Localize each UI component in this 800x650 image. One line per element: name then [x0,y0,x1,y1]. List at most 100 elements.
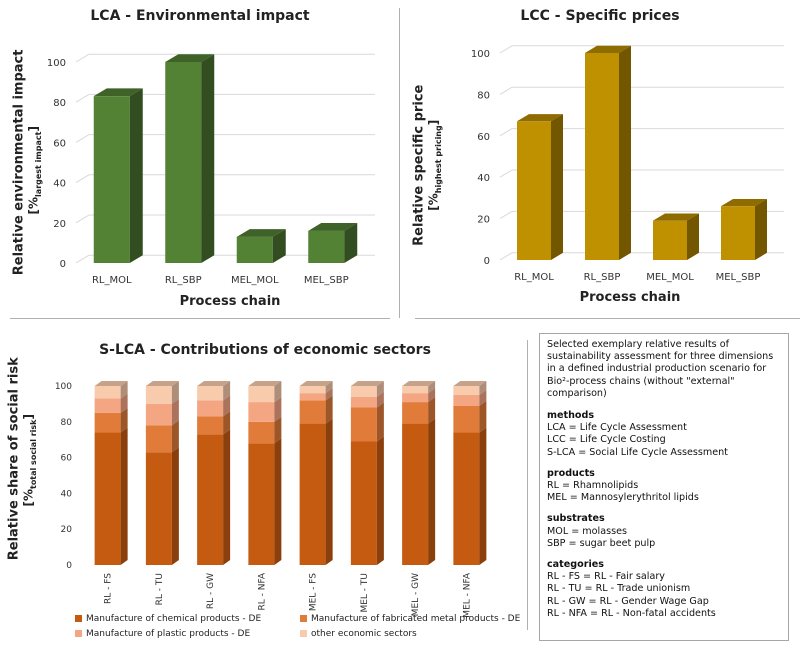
notes-line: RL - TU = RL - Trade unionism [547,583,691,595]
slca-bar-segment [402,402,429,424]
lcc-gridline-depth [499,128,513,137]
legend-item-other: other economic sectors [300,629,417,639]
lca-y-tick-label: 80 [53,98,66,109]
slca-x-tick-label: MEL - FS [309,573,319,611]
lca-gridline-depth [75,174,90,184]
lca-bar-side [344,223,358,263]
slca-bar-side [428,388,436,403]
lcc-gridline-depth [499,252,513,261]
lcc-bar-side [551,114,563,260]
lcc-gridline-depth [499,86,513,95]
slca-bar-segment [248,443,275,565]
slca-bar-segment [94,386,121,399]
notes-line: RL - FS = RL - Fair salary [547,571,665,583]
slca-y-axis-title: Relative share of social risk [6,357,22,561]
lca-gridline-depth [75,134,90,143]
slca-bar-side [428,418,436,565]
slca-x-tick-label: RL - GW [206,573,216,609]
slca-x-tick-label: MEL - NFA [462,572,472,618]
notes-line: RL - GW = RL - Gender Wage Gap [547,595,709,607]
lca-gridline-depth [75,254,90,264]
lca-gridline-depth [75,214,90,224]
lca-bar-side [272,229,286,263]
lca-bar-top [93,88,143,97]
notes-section-categories: categories RL - FS = RL - Fair salary RL… [547,559,781,620]
slca-bar-segment [145,403,172,426]
slca-bar-segment [402,386,429,394]
lca-gridline-depth [75,93,90,103]
lcc-plot-area: 0 20 40 60 80 100 RL_MOL RL_SBP MEL_MOL MEL_SBP [471,45,784,283]
slca-bar-segment [299,400,326,424]
notes-line: MEL = Mannosylerythritol lipids [547,492,699,504]
horizontal-divider-right [415,318,800,319]
lca-bar-mel-mol [236,236,273,263]
lca-y-tick-label: 40 [53,179,66,190]
slca-bar-side [325,395,333,424]
slca-bar-side [274,381,282,403]
slca-bar-side [171,398,179,426]
lcc-bar-rl-sbp [585,53,619,260]
notes-line: MOL = molasses [547,525,627,537]
lcc-bar-top [653,213,699,221]
slca-bar-side [223,381,231,401]
slca-bar-segment [299,393,326,401]
lca-y-tick-label: 20 [53,219,66,230]
slca-bar-side [325,381,333,394]
slca-bar-side [274,416,282,444]
slca-bar-top [299,381,333,386]
lcc-y-tick-label: 60 [477,132,490,143]
lca-bar-top [236,229,286,237]
slca-bar-top [350,381,384,386]
lcc-gridline-depth [499,210,513,220]
slca-bar-side [120,381,128,399]
slca-bar-side [479,427,487,565]
slca-bar-segment [453,394,480,406]
slca-bar-side [223,395,231,417]
lca-bar-side [201,54,215,264]
slca-x-tick-label: RL - TU [155,573,165,605]
slca-bar-side [120,393,128,413]
slca-y-axis-label: Relative share of social risk [%total so… [6,357,39,561]
slca-bar-segment [350,407,377,442]
lca-y-tick-label: 60 [53,138,66,149]
slca-bar-segment [94,432,121,565]
slca-y-tick-label: 60 [61,454,73,464]
slca-bar-segment [350,396,377,408]
lca-plot-area: 0 20 40 60 80 100 RL_MOL RL_SBP MEL_MOL MEL_SBP [47,53,375,286]
slca-bar-segment [197,434,224,565]
slca-bar-side [479,381,487,395]
lcc-bar-side [619,45,631,260]
slca-bar-top [145,381,179,386]
notes-line: RL = Rhamnolipids [547,480,639,492]
notes-heading: substrates [547,513,605,525]
slca-bar-segment [248,386,275,403]
lcc-bar-top [721,198,767,207]
legend-item-metal: Manufacture of fabricated metal products… [300,614,520,624]
lcc-x-tick-label: RL_MOL [514,272,554,283]
lcc-x-tick-label: MEL_SBP [716,272,761,283]
legend-swatch-other [300,630,307,637]
notes-line: LCC = Life Cycle Costing [547,434,666,446]
slca-bar-side [428,381,436,394]
slca-bar-side [376,402,384,442]
slca-y-axis-unit: [%total social risk] [21,414,39,507]
notes-line: RL - NFA = RL - Non-fatal accidents [547,607,716,619]
lcc-y-tick-label: 80 [477,90,490,101]
lca-x-tick-label: MEL_SBP [304,275,349,286]
lcc-y-tick-label: 40 [477,173,490,184]
lca-bar-top [165,54,215,62]
slca-bar-side [171,447,179,565]
slca-bar-segment [94,412,121,433]
notes-intro: Selected exemplary relative results of s… [547,339,774,399]
notes-section-methods: methods LCA = Life Cycle Assessment LCC … [547,410,781,459]
lcc-chart-title: LCC - Specific prices [520,8,680,24]
slca-bar-segment [197,400,224,417]
slca-bar-segment [145,386,172,404]
lcc-y-axis-label: Relative specific price [%highest pricin… [412,75,444,255]
lcc-bar-mel-mol [653,220,687,260]
lca-y-axis-label: Relative environmental impact [%largest … [12,50,44,276]
slca-y-tick-label: 80 [61,418,73,428]
slca-bar-side [171,420,179,453]
legend-swatch-plastic [75,630,82,637]
slca-bar-segment [197,416,224,435]
